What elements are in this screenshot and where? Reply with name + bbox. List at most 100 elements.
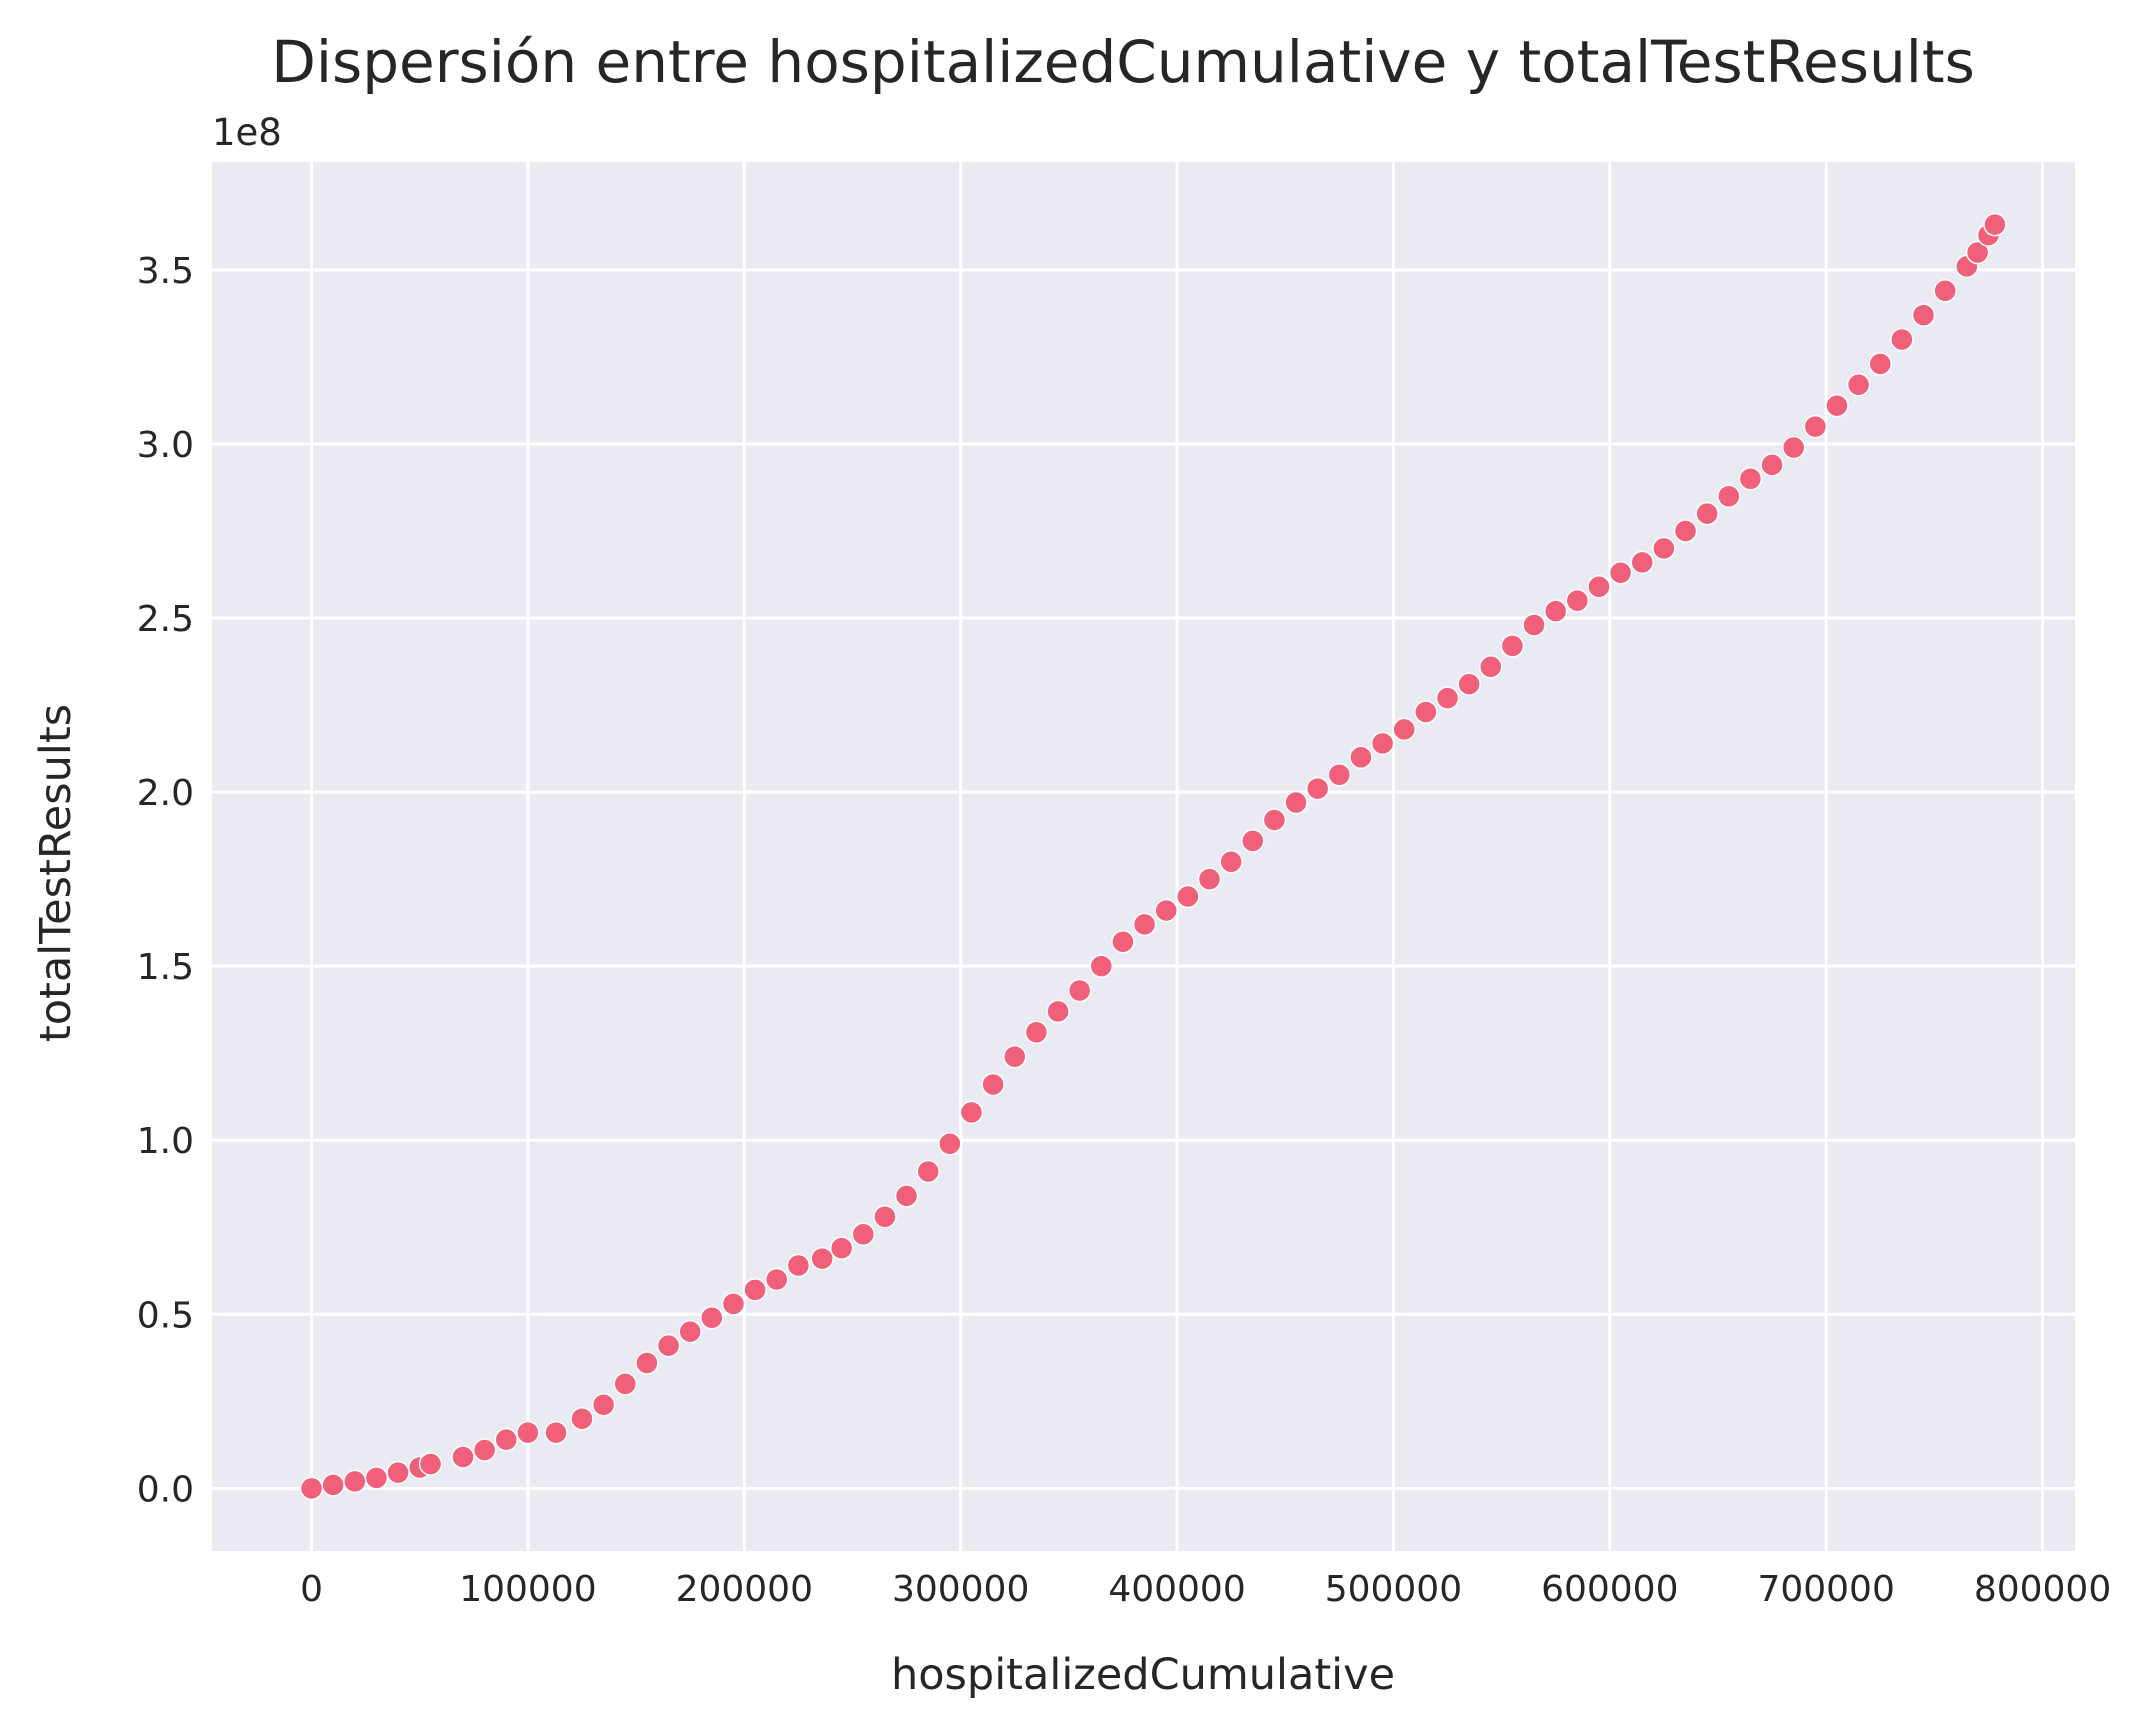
data-point [700, 1306, 724, 1330]
x-tick-label: 200000 [676, 1569, 813, 1610]
data-point [451, 1445, 475, 1469]
y-tick-label: 2.5 [137, 599, 194, 640]
data-point [544, 1420, 568, 1445]
data-point [1522, 613, 1546, 637]
data-point [1067, 978, 1092, 1003]
data-point [1176, 884, 1200, 909]
data-point [1673, 519, 1698, 543]
data-point [1132, 912, 1157, 937]
data-point [1370, 731, 1395, 756]
data-point [1349, 745, 1373, 770]
data-point [1327, 762, 1352, 787]
data-point [494, 1427, 519, 1452]
data-point [635, 1351, 659, 1375]
x-tick-label: 500000 [1325, 1569, 1462, 1610]
data-point [1781, 435, 1806, 460]
y-axis-ticks: 0.0 0.5 1.0 1.5 2.0 2.5 3.0 3.5 [137, 251, 194, 1510]
data-point [1760, 453, 1784, 477]
data-point [1803, 414, 1828, 439]
data-point [343, 1469, 367, 1494]
data-point [1911, 303, 1936, 327]
data-point [981, 1072, 1005, 1097]
data-point [1241, 829, 1265, 853]
data-point [1089, 954, 1114, 978]
chart-title: Dispersión entre hospitalizedCumulative … [271, 28, 1975, 96]
data-point [386, 1460, 410, 1485]
x-tick-label: 700000 [1757, 1569, 1894, 1610]
data-point [1414, 700, 1438, 724]
data-point [810, 1246, 834, 1271]
data-point [743, 1278, 767, 1302]
data-point [1219, 849, 1243, 874]
grid-lines [212, 162, 2075, 1551]
data-points [299, 212, 2007, 1501]
y-tick-label: 0.5 [137, 1295, 194, 1336]
x-tick-label: 300000 [892, 1569, 1029, 1610]
data-point [1565, 588, 1590, 613]
plot-area [212, 162, 2075, 1551]
y-tick-label: 0.0 [137, 1469, 194, 1510]
data-point [364, 1466, 389, 1490]
data-point [516, 1420, 540, 1445]
data-point [1024, 1020, 1049, 1045]
data-point [894, 1184, 919, 1208]
data-point [873, 1205, 897, 1229]
data-point [1965, 240, 1990, 265]
data-point [764, 1267, 789, 1292]
data-point [1608, 561, 1633, 585]
data-point [1695, 501, 1719, 526]
y-tick-label: 3.0 [137, 425, 194, 466]
data-point [1890, 327, 1914, 352]
data-point [1543, 599, 1568, 623]
data-point [1392, 717, 1416, 742]
data-point [1457, 672, 1481, 696]
data-point [1262, 808, 1287, 832]
data-point [656, 1333, 681, 1358]
data-point [321, 1473, 345, 1497]
y-tick-label: 2.0 [137, 773, 194, 814]
data-point [472, 1438, 497, 1462]
x-tick-label: 0 [300, 1569, 323, 1610]
data-point [851, 1222, 876, 1246]
data-point [829, 1236, 854, 1260]
data-point [786, 1253, 811, 1278]
data-point [1154, 898, 1178, 923]
y-axis-offset-label: 1e8 [212, 111, 282, 154]
data-point [591, 1393, 616, 1417]
data-point [1111, 930, 1135, 954]
data-point [959, 1100, 984, 1125]
data-point [1500, 634, 1525, 658]
data-point [1479, 655, 1503, 679]
data-point [1435, 686, 1460, 710]
data-point [1933, 279, 1957, 303]
data-point [1652, 536, 1676, 561]
y-axis-label: totalTestResults [31, 704, 81, 1042]
data-point [938, 1131, 962, 1156]
data-point [1003, 1044, 1027, 1069]
data-point [1046, 999, 1070, 1024]
data-point [1846, 373, 1871, 397]
data-point [1630, 550, 1654, 575]
data-point [613, 1372, 638, 1396]
data-point [1825, 393, 1849, 418]
data-point [1305, 776, 1330, 801]
x-tick-label: 400000 [1108, 1569, 1245, 1610]
data-point [1868, 352, 1893, 376]
data-point [1284, 790, 1308, 815]
data-point [721, 1292, 746, 1316]
data-point [678, 1319, 702, 1344]
y-tick-label: 1.0 [137, 1121, 194, 1162]
data-point [1983, 212, 2007, 237]
x-axis-ticks: 0 100000 200000 300000 400000 500000 600000 700… [300, 1569, 2111, 1610]
x-axis-label: hospitalizedCumulative [891, 1650, 1395, 1700]
data-point [1587, 574, 1611, 599]
data-point [1738, 467, 1763, 491]
data-point [916, 1159, 940, 1184]
y-tick-label: 1.5 [137, 947, 194, 988]
x-tick-label: 800000 [1974, 1569, 2111, 1610]
x-tick-label: 100000 [459, 1569, 596, 1610]
data-point [570, 1406, 594, 1431]
y-tick-label: 3.5 [137, 251, 194, 292]
